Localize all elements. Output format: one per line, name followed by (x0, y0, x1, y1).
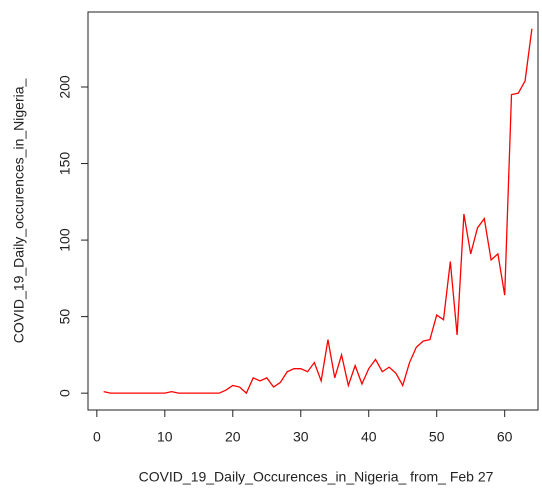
x-axis-label: COVID_19_Daily_Occurences_in_Nigeria_ fr… (139, 469, 494, 485)
y-tick-label: 200 (57, 75, 73, 99)
y-tick-label: 50 (57, 309, 73, 325)
x-tick-label: 40 (361, 429, 377, 445)
x-tick-label: 50 (429, 429, 445, 445)
x-tick-label: 20 (225, 429, 241, 445)
plot-box (87, 11, 539, 411)
y-tick-label: 100 (57, 228, 73, 252)
data-line (103, 28, 533, 395)
x-tick-label: 10 (157, 429, 173, 445)
x-tick-label: 0 (93, 429, 101, 445)
y-tick-label: 150 (57, 152, 73, 176)
x-tick-label: 30 (293, 429, 309, 445)
x-tick-label: 60 (497, 429, 513, 445)
y-axis-label: COVID_19_Daily_occurences_in_Nigeria_ (11, 78, 27, 343)
y-tick-label: 0 (57, 389, 73, 397)
